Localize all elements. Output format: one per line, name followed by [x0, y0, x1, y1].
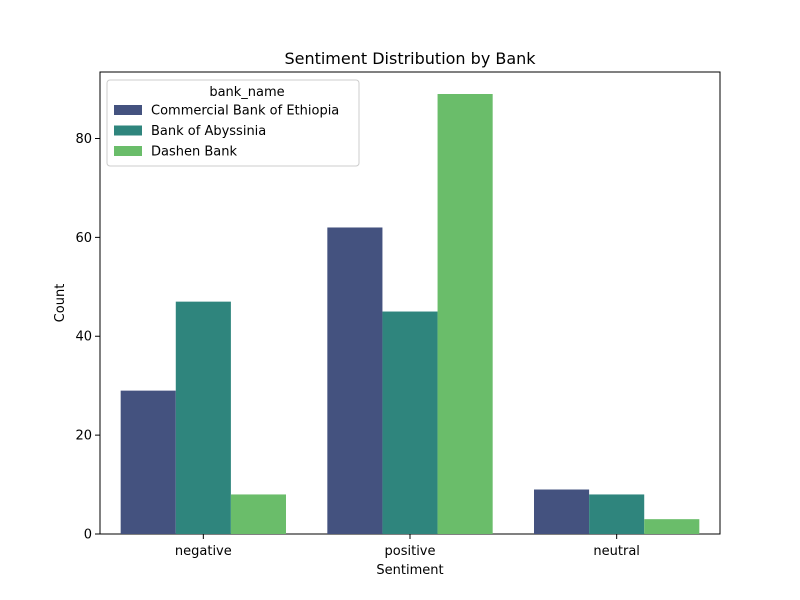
- x-tick-label-negative: negative: [175, 544, 232, 559]
- bars-group: [120, 94, 700, 535]
- y-axis-ticks: 0 20 40 60 80: [75, 132, 100, 543]
- x-tick-label-neutral: neutral: [593, 544, 640, 559]
- legend-swatch-2: [114, 146, 142, 156]
- bar-positive-series-0: [327, 227, 383, 535]
- legend-label-0: Commercial Bank of Ethiopia: [151, 104, 339, 119]
- legend-swatch-0: [114, 105, 142, 115]
- x-tick-label-positive: positive: [385, 544, 436, 559]
- bar-neutral-series-1: [589, 494, 645, 534]
- legend-items: Commercial Bank of Ethiopia Bank of Abyss…: [114, 104, 339, 160]
- x-axis-ticks: negative positive neutral: [175, 534, 640, 559]
- x-axis-label: Sentiment: [376, 563, 443, 578]
- y-tick-label: 80: [75, 132, 92, 147]
- chart-title: Sentiment Distribution by Bank: [284, 49, 536, 68]
- legend-box: [106, 79, 360, 167]
- y-tick-label: 20: [75, 429, 92, 444]
- y-tick-label: 0: [84, 528, 92, 543]
- bar-positive-series-2: [437, 94, 493, 534]
- y-axis-label: Count: [53, 284, 68, 323]
- bar-negative-series-1: [175, 301, 231, 534]
- bar-negative-series-0: [120, 390, 176, 534]
- legend: bank_name Commercial Bank of Ethiopia Ban…: [106, 79, 360, 167]
- y-tick-label: 60: [75, 231, 92, 246]
- bar-negative-series-2: [230, 494, 286, 534]
- legend-swatch-1: [114, 125, 142, 136]
- legend-label-2: Dashen Bank: [151, 145, 237, 160]
- bar-neutral-series-0: [534, 489, 590, 534]
- bar-positive-series-1: [382, 311, 438, 534]
- plot-area: 0 20 40 60 80 negative positive neutral: [75, 71, 721, 559]
- bar-neutral-series-2: [644, 519, 700, 534]
- legend-title: bank_name: [209, 85, 284, 100]
- legend-label-1: Bank of Abyssinia: [151, 124, 266, 139]
- y-tick-label: 40: [75, 330, 92, 345]
